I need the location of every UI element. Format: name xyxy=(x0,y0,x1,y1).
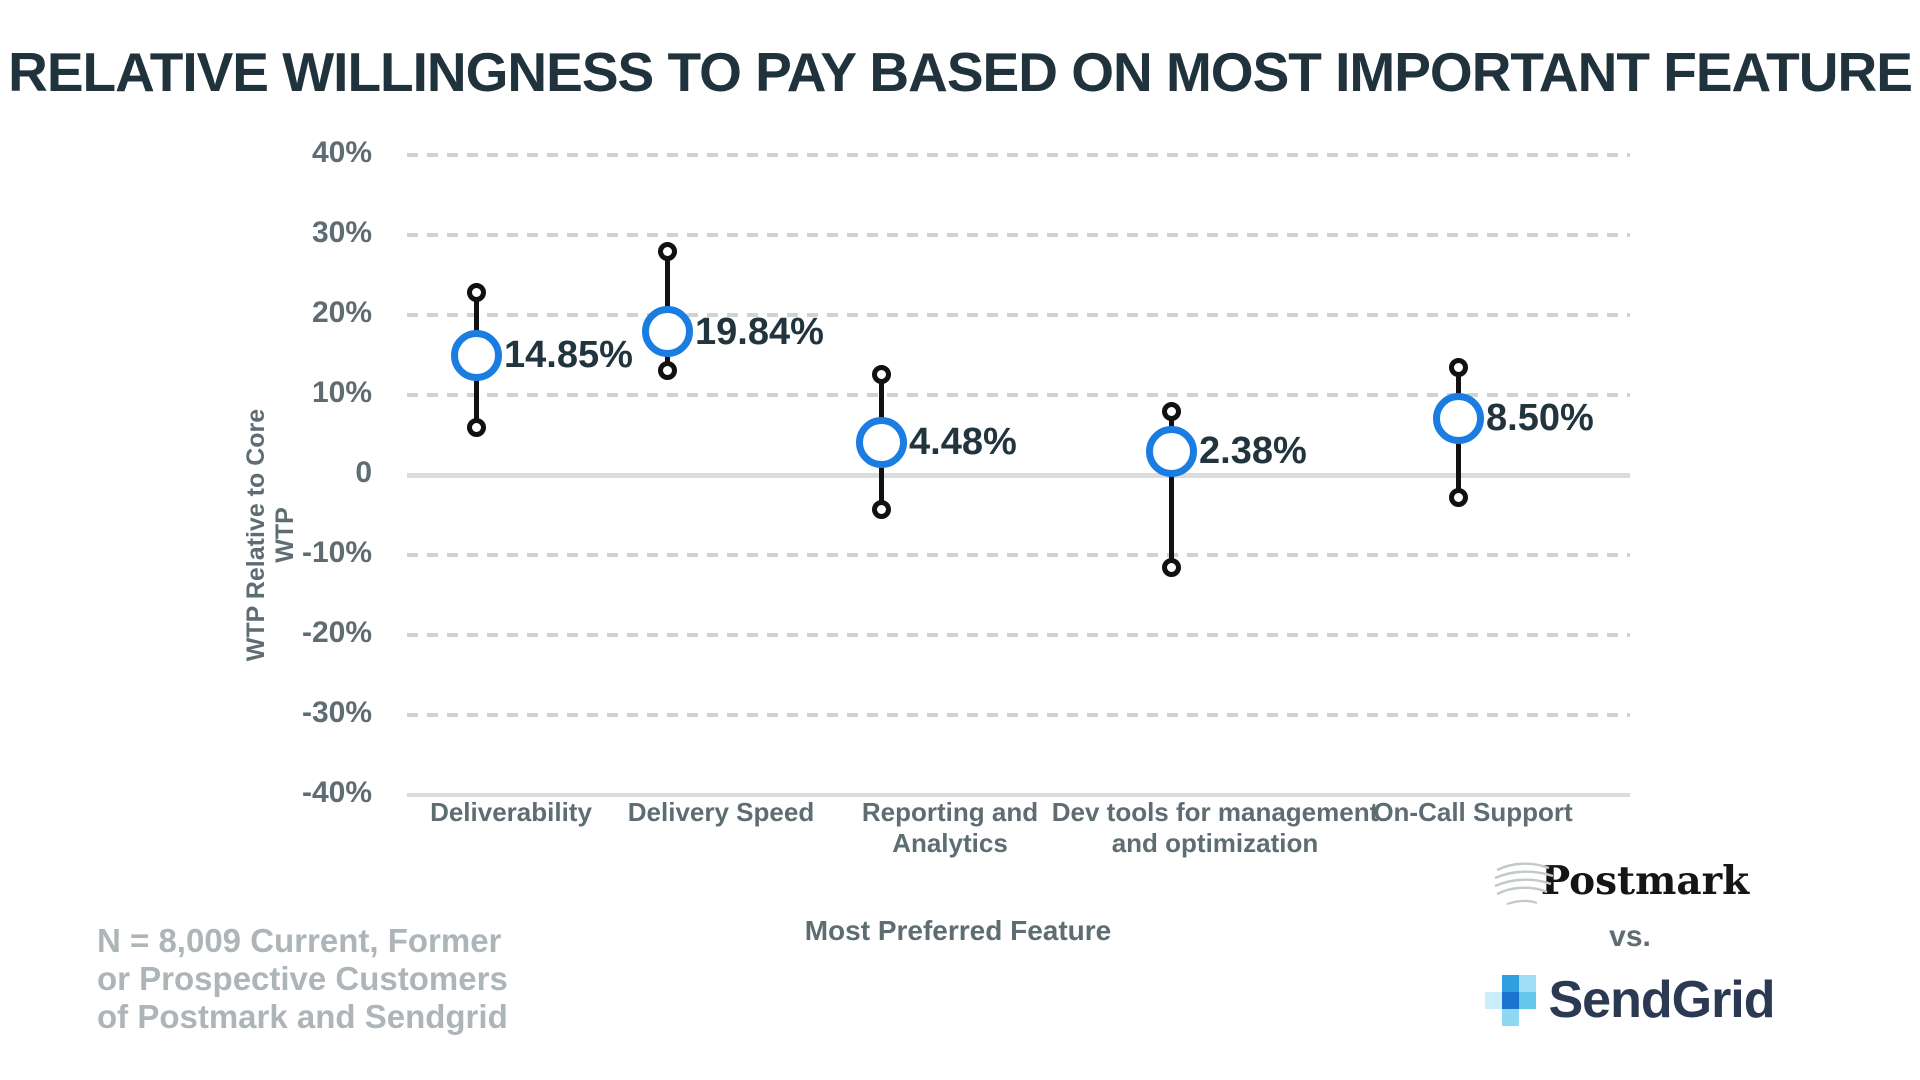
y-tick-label: 0 xyxy=(355,456,372,489)
data-point-marker xyxy=(855,416,907,468)
data-point-marker xyxy=(1145,425,1197,477)
y-tick-label: -30% xyxy=(301,696,372,729)
y-tick-label: -40% xyxy=(301,776,372,809)
data-point-marker xyxy=(450,329,502,381)
whisker-low-endpoint xyxy=(1161,557,1181,577)
sendgrid-mark-cell xyxy=(1519,1009,1536,1026)
whisker-high-endpoint xyxy=(657,242,677,262)
y-tick-label: 20% xyxy=(311,296,372,329)
sendgrid-mark-icon xyxy=(1485,974,1537,1026)
whisker-low-endpoint xyxy=(657,360,677,380)
whisker-low-endpoint xyxy=(871,499,891,519)
brand-lockup: Postmark vs. SendGrid xyxy=(1440,858,1820,1030)
sendgrid-mark-cell xyxy=(1485,1009,1502,1026)
sendgrid-logo: SendGrid xyxy=(1440,970,1820,1030)
gridline xyxy=(407,633,1630,637)
gridline xyxy=(407,313,1630,317)
category-label: Delivery Speed xyxy=(627,797,815,827)
postmark-wordmark: Postmark xyxy=(1540,858,1750,904)
whisker-high-endpoint xyxy=(1448,357,1468,377)
category-label: On-Call Support xyxy=(1373,797,1573,827)
value-label: 8.50% xyxy=(1486,397,1594,440)
data-point-marker xyxy=(1432,392,1484,444)
whisker-high-endpoint xyxy=(466,283,486,303)
sendgrid-mark-cell xyxy=(1502,974,1520,992)
value-label: 2.38% xyxy=(1199,430,1307,472)
gridline xyxy=(407,553,1630,557)
value-label: 14.85% xyxy=(504,334,633,376)
data-point-marker xyxy=(641,306,693,358)
sendgrid-wordmark: SendGrid xyxy=(1548,971,1775,1029)
y-tick-label: -10% xyxy=(301,536,372,569)
sendgrid-mark-cell xyxy=(1519,974,1537,992)
gridline xyxy=(407,233,1630,237)
y-tick-label: 10% xyxy=(311,376,372,409)
sendgrid-mark-cell xyxy=(1502,1008,1520,1026)
whisker-low-endpoint xyxy=(466,418,486,438)
postmark-logo: Postmark xyxy=(1494,858,1750,906)
sendgrid-mark-cell xyxy=(1502,991,1520,1009)
category-label: Reporting and Analytics xyxy=(861,797,1039,858)
sendgrid-mark-cell xyxy=(1519,991,1537,1009)
y-tick-label: -20% xyxy=(301,616,372,649)
y-tick-label: 30% xyxy=(311,216,372,249)
gridline xyxy=(407,393,1630,397)
whisker-low-endpoint xyxy=(1448,487,1468,507)
category-label: Deliverability xyxy=(430,797,592,827)
whisker-high-endpoint xyxy=(1161,401,1181,421)
sendgrid-mark-cell xyxy=(1485,991,1503,1009)
category-label: Dev tools for management and optimizatio… xyxy=(1051,797,1379,858)
postmark-stamp-icon xyxy=(1494,862,1554,906)
chart-title: RELATIVE WILLINGNESS TO PAY BASED ON MOS… xyxy=(8,41,1913,103)
whisker-high-endpoint xyxy=(871,364,891,384)
gridline xyxy=(407,153,1630,157)
zero-line xyxy=(407,473,1630,478)
versus-label: vs. xyxy=(1609,920,1651,953)
whisker xyxy=(1168,411,1174,567)
value-label: 4.48% xyxy=(909,421,1017,464)
x-axis-title: Most Preferred Feature xyxy=(804,915,1112,946)
x-axis-line xyxy=(407,793,1630,797)
gridline xyxy=(407,713,1630,717)
value-label: 19.84% xyxy=(695,310,824,353)
y-tick-label: 40% xyxy=(311,136,372,169)
sample-size-note: N = 8,009 Current, Former or Prospective… xyxy=(97,922,508,1035)
sendgrid-mark-cell xyxy=(1485,975,1502,992)
